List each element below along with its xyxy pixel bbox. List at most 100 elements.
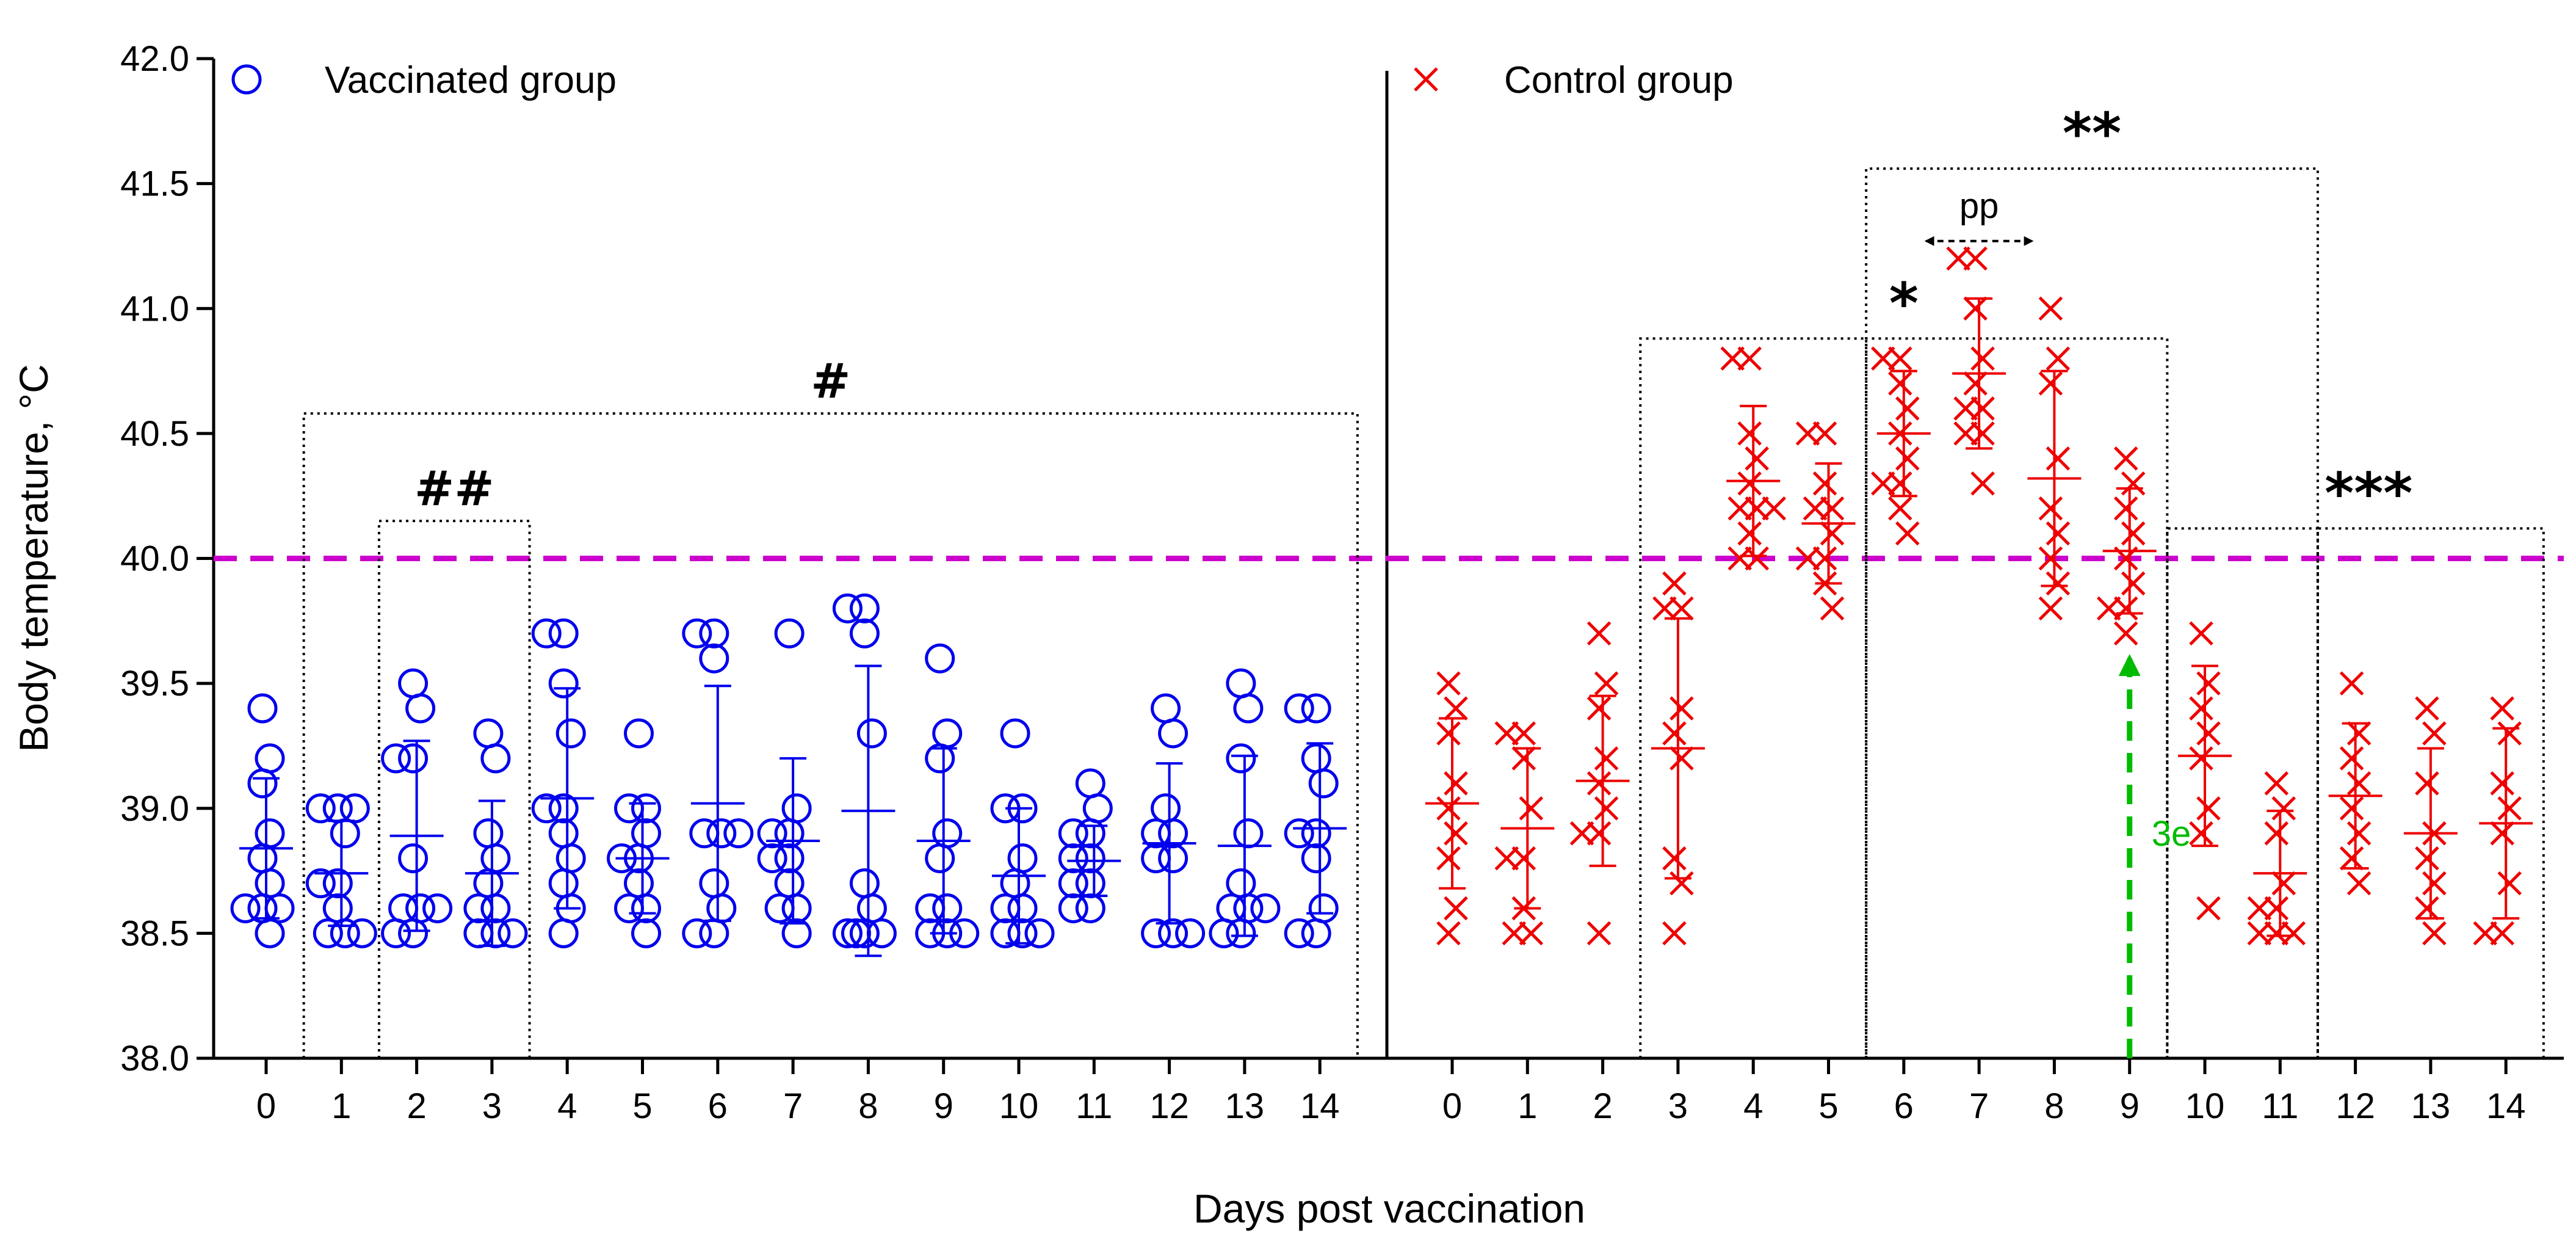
data-point [2189, 621, 2213, 646]
data-point [255, 818, 285, 849]
data-point [480, 893, 511, 923]
data-point [1151, 793, 1181, 824]
data-point [1075, 893, 1105, 923]
data-point [1895, 396, 1920, 421]
data-point [555, 718, 586, 749]
data-point [1586, 921, 1612, 946]
data-point [699, 918, 729, 948]
data-point [1586, 821, 1612, 846]
data-point [1141, 818, 1171, 849]
data-point [2346, 771, 2372, 796]
data-point [1075, 768, 1105, 799]
data-point [313, 918, 343, 948]
data-point [1158, 818, 1189, 849]
data-point [2271, 796, 2296, 821]
data-point [1000, 718, 1030, 749]
data-point [1494, 846, 1519, 871]
data-point [2196, 896, 2221, 921]
data-point [1745, 496, 1769, 521]
data-point [1812, 471, 1837, 496]
data-point [1436, 796, 1461, 821]
x-tick-label: 13 [1225, 1086, 1265, 1126]
data-point [2264, 921, 2289, 946]
x-tick-label: 14 [2486, 1086, 2526, 1126]
data-point [405, 693, 436, 724]
data-point [2189, 696, 2213, 721]
data-point [1444, 696, 1468, 721]
data-point [2196, 796, 2221, 821]
data-point [1444, 771, 1468, 796]
data-point [1871, 471, 1895, 496]
data-point [2422, 921, 2447, 946]
data-point [849, 868, 880, 899]
data-point [1007, 893, 1038, 923]
data-point [624, 718, 654, 749]
data-point [1871, 346, 1895, 371]
x-tick-label: 0 [1442, 1086, 1462, 1126]
data-point [1963, 246, 1988, 271]
data-point [689, 818, 720, 849]
data-point [1007, 793, 1038, 824]
data-point [2346, 871, 2372, 896]
data-point [1511, 721, 1536, 746]
legend-vaccinated-marker [231, 64, 262, 95]
data-point [2497, 721, 2522, 746]
data-point [774, 868, 805, 899]
data-point [2038, 596, 2063, 621]
data-point [2264, 821, 2289, 846]
data-point [2346, 721, 2372, 746]
data-point [781, 893, 812, 923]
data-point [2096, 596, 2121, 621]
data-point [2422, 871, 2447, 896]
data-point [230, 893, 261, 923]
data-point [631, 918, 661, 948]
data-point [2346, 821, 2372, 846]
data-point [1444, 896, 1468, 921]
x-tick-label: 10 [999, 1086, 1039, 1126]
legend-control-marker [1414, 67, 1438, 92]
data-point [841, 918, 871, 948]
x-tick-label: 11 [2262, 1086, 2298, 1126]
data-point [398, 918, 429, 948]
data-point [1058, 893, 1088, 923]
data-point [2422, 721, 2447, 746]
data-point [1728, 496, 1752, 521]
data-point [2490, 696, 2514, 721]
data-point [1662, 846, 1687, 871]
data-point [1970, 346, 1995, 371]
data-point [2497, 871, 2522, 896]
significance-bracket [377, 520, 531, 1058]
data-point [1158, 843, 1189, 874]
data-point [2497, 796, 2522, 821]
data-point [932, 893, 963, 923]
data-point [1226, 668, 1256, 699]
significance-bracket [1865, 337, 2169, 1058]
x-tick-label: 8 [2044, 1086, 2064, 1126]
significance-label: * [1889, 271, 1919, 336]
data-point [1511, 896, 1536, 921]
data-point [1820, 496, 1845, 521]
data-point [1594, 671, 1619, 696]
data-point [264, 893, 295, 923]
data-point [1586, 621, 1612, 646]
data-point [699, 868, 729, 899]
data-point [1209, 918, 1239, 948]
data-point [347, 918, 377, 948]
data-point [1301, 818, 1331, 849]
data-point [1436, 846, 1461, 871]
significance-bracket [1639, 337, 1868, 1058]
x-tick-label: 5 [632, 1086, 652, 1126]
data-point [1058, 818, 1088, 849]
data-point [531, 793, 562, 824]
data-point [398, 743, 429, 774]
x-axis-title: Days post vaccination [1193, 1186, 1585, 1231]
data-point [1082, 793, 1113, 824]
data-point [1058, 843, 1088, 874]
data-point [2038, 296, 2063, 321]
data-point [1888, 371, 1912, 396]
data-point [1888, 496, 1912, 521]
data-point [1233, 818, 1264, 849]
data-point [1670, 746, 1694, 771]
data-point [2121, 471, 2146, 496]
data-point [1728, 546, 1752, 571]
